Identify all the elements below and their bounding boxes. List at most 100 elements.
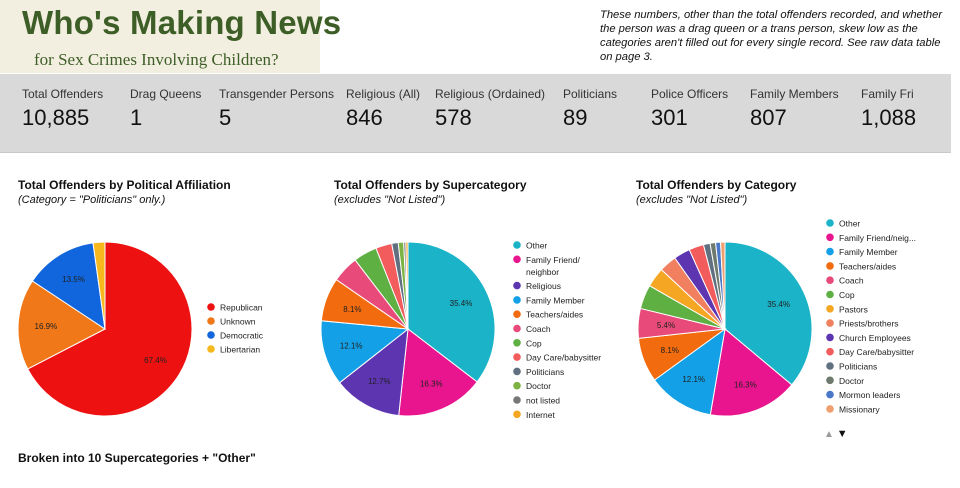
pie-slice-2-13[interactable] (720, 241, 726, 330)
legend-label-2-4: Coach (839, 276, 864, 286)
stat-value: 1,088 (861, 105, 917, 130)
pie-data-label-1-4: 8.1% (343, 305, 361, 314)
legend-label-2-8: Church Employees (839, 333, 911, 343)
legend-label-1-1: Family Friend/ (526, 255, 580, 265)
legend-label-2-6: Pastors (839, 304, 868, 314)
legend-label-1-8: Politicians (526, 367, 564, 377)
pie-slice-2-1[interactable] (709, 328, 793, 417)
legend-label-0-2: Democratic (220, 331, 264, 341)
pie-data-label-2-2: 12.1% (682, 375, 705, 384)
category-chart-subtitle: (excludes "Not Listed") (636, 194, 748, 206)
stat-label: Family Members (750, 87, 839, 101)
pie-slice-1-11[interactable] (405, 241, 409, 330)
pie-slice-1-2[interactable] (338, 327, 409, 417)
data-note: These numbers, other than the total offe… (600, 9, 943, 63)
stat-label: Drag Queens (130, 87, 202, 101)
legend-label-1-2: Religious (526, 281, 561, 291)
legend-label-1-10: not listed (526, 396, 560, 406)
legend-label-2-7: Priests/brothers (839, 319, 899, 329)
legend-swatch-2-3 (826, 262, 834, 270)
legend-label-2-0: Other (839, 219, 860, 229)
legend-label-2-12: Mormon leaders (839, 390, 900, 400)
legend-swatch-0-3 (207, 345, 215, 353)
legend-swatch-2-13 (826, 405, 834, 413)
legend-swatch-1-4 (513, 310, 521, 319)
pie-data-label-0-2: 13.5% (62, 275, 85, 284)
pie-slice-0-0[interactable] (27, 241, 193, 417)
pie-slice-1-3[interactable] (320, 320, 410, 384)
stat-value: 10,885 (22, 105, 90, 130)
page-subtitle: for Sex Crimes Involving Children? (34, 50, 279, 69)
legend-label-1-3: Family Member (526, 295, 585, 305)
stat-total-offenders: Total Offenders 10,885 (22, 87, 103, 131)
page-title: Who's Making News (22, 4, 342, 41)
pie-data-label-0-0: 67.4% (144, 356, 167, 365)
legend-label-1-6: Cop (526, 338, 542, 348)
stat-politicians: Politicians 89 (563, 87, 617, 131)
bottom-section-title: Broken into 10 Supercategories + "Other" (18, 451, 256, 465)
legend-swatch-1-6 (513, 339, 521, 347)
pie-data-label-2-0: 35.4% (767, 300, 790, 309)
legend-swatch-1-8 (513, 367, 521, 376)
pie-slice-0-2[interactable] (31, 242, 106, 331)
pie-data-label-2-4: 5.4% (657, 321, 675, 330)
legend-swatch-2-5 (826, 290, 834, 299)
stat-drag-queens: Drag Queens 1 (130, 87, 201, 131)
stat-value: 1 (130, 105, 143, 130)
pie-slice-2-2[interactable] (653, 327, 726, 416)
legend-swatch-2-4 (826, 276, 834, 285)
legend-swatch-0-1 (207, 317, 215, 325)
legend-label-1-4: Teachers/aides (526, 310, 583, 320)
stat-police-officers: Police Officers 301 (651, 87, 728, 131)
pie-data-label-2-1: 16.3% (734, 381, 757, 390)
legend-label-2-2: Family Member (839, 247, 898, 257)
pie-data-label-1-2: 12.7% (368, 377, 391, 386)
supercategory-chart-subtitle: (excludes "Not Listed") (334, 194, 446, 206)
pie-data-label-0-1: 16.9% (35, 322, 58, 331)
legend-label-2-10: Politicians (839, 362, 877, 372)
stat-religious-ordained: Religious (Ordained) 578 (435, 87, 545, 131)
stat-label: Total Offenders (22, 87, 104, 101)
stat-label: Family Fri (861, 87, 914, 101)
pie-slice-1-1[interactable] (398, 328, 478, 417)
stat-label: Transgender Persons (219, 87, 334, 101)
legend-swatch-2-0 (826, 219, 834, 227)
pie-slice-0-3[interactable] (92, 241, 106, 330)
legend-swatch-2-8 (826, 333, 834, 342)
legend-label-2-3: Teachers/aides (839, 261, 896, 271)
legend-swatch-1-10 (513, 396, 521, 404)
pie-slice-1-0[interactable] (407, 241, 496, 383)
pie-data-label-1-3: 12.1% (340, 342, 363, 351)
pie-slice-0-1[interactable] (17, 280, 106, 370)
stats-bar: Total Offenders 10,885 Drag Queens 1 Tra… (0, 74, 951, 153)
legend-swatch-2-11 (826, 376, 834, 385)
legend-label-1-0: Other (526, 241, 547, 251)
pie-slice-2-0[interactable] (724, 241, 813, 386)
legend-label-2-1: Family Friend/neig... (839, 233, 916, 243)
political-chart-subtitle: (Category = "Politicians" only.) (18, 194, 166, 206)
stat-value: 301 (651, 105, 688, 130)
legend-swatch-1-2 (513, 281, 521, 290)
title-banner: Who's Making News for Sex Crimes Involvi… (0, 0, 341, 73)
stat-family-friends: Family Fri 1,088 (861, 87, 916, 131)
triangle-up-icon[interactable]: ▲ (824, 429, 834, 440)
legend-label-2-9: Day Care/babysitter (839, 347, 914, 357)
legend-label-1-1: neighbor (526, 267, 559, 277)
stat-label: Politicians (563, 87, 618, 101)
legend-label-0-0: Republican (220, 303, 263, 313)
legend-label-1-11: Internet (526, 410, 555, 420)
legend-label-1-7: Day Care/babysitter (526, 353, 601, 363)
legend-swatch-1-5 (513, 324, 521, 333)
legend-label-0-3: Libertarian (220, 345, 260, 355)
category-chart-title: Total Offenders by Category (636, 178, 797, 192)
legend-swatch-1-11 (513, 410, 521, 419)
stat-value: 807 (750, 105, 787, 130)
stat-value: 578 (435, 105, 472, 130)
legend-swatch-1-9 (513, 381, 521, 390)
pie-data-label-1-1: 16.3% (420, 379, 443, 388)
political-chart-title: Total Offenders by Political Affiliation (18, 178, 231, 192)
legend-label-2-11: Doctor (839, 376, 864, 386)
stat-value: 846 (346, 105, 383, 130)
stat-family-members: Family Members 807 (750, 87, 839, 131)
triangle-down-icon[interactable]: ▼ (836, 428, 848, 440)
